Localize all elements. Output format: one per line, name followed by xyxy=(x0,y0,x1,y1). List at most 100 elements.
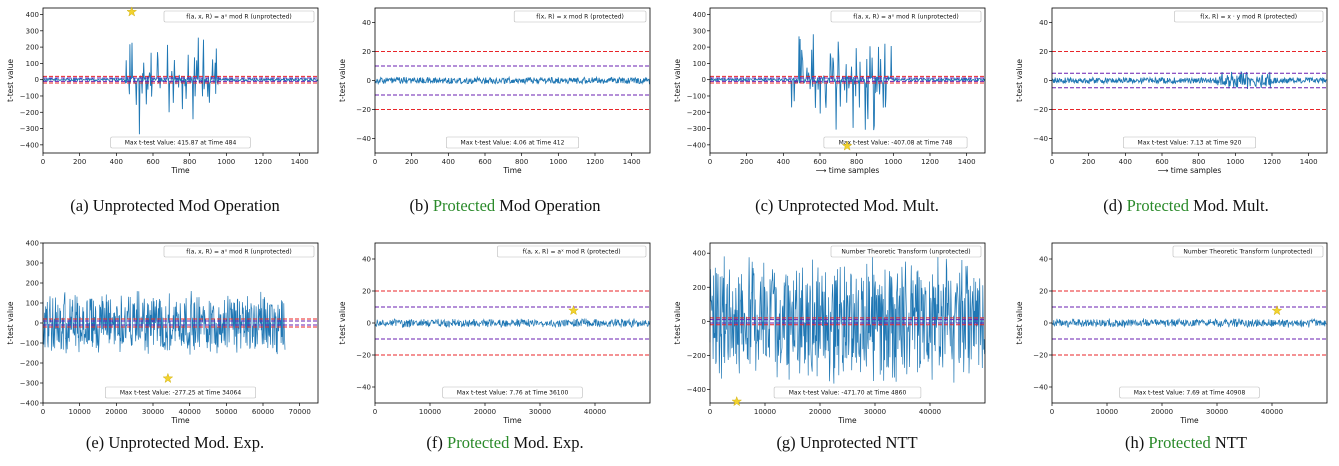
x-tick-label: 1400 xyxy=(958,158,976,166)
y-tick-label: 20 xyxy=(362,48,371,56)
x-tick-label: 40000 xyxy=(584,408,606,416)
x-tick-label: 1200 xyxy=(586,158,604,166)
x-tick-label: 30000 xyxy=(529,408,551,416)
x-tick-label: 20000 xyxy=(105,408,127,416)
axes-frame xyxy=(709,242,986,404)
y-axis-label: t-test value xyxy=(1015,301,1024,344)
caption-g: (g) Unprotected NTT xyxy=(776,433,917,453)
legend-text: f(a, x, R) = aˣ mod R (unprotected) xyxy=(853,14,959,21)
caption-b: (b) Protected Mod Operation xyxy=(409,196,600,216)
x-tick-label: 1000 xyxy=(884,158,902,166)
caption-text: Mod. Mult. xyxy=(1193,196,1269,215)
x-tick-label: 30000 xyxy=(864,408,886,416)
legend-box xyxy=(830,10,982,23)
x-tick-label: 200 xyxy=(1082,158,1095,166)
x-tick-label: 1200 xyxy=(254,158,272,166)
x-tick-label: 0 xyxy=(708,408,712,416)
y-tick-label: 400 xyxy=(693,250,706,258)
max-marker-star xyxy=(731,395,743,407)
x-tick-label: 1000 xyxy=(1226,158,1244,166)
y-tick-label: −200 xyxy=(687,352,706,360)
y-tick-label: −400 xyxy=(20,141,39,149)
signal-trace-h xyxy=(1051,317,1328,329)
legend-box xyxy=(163,245,315,258)
x-tick-label: 600 xyxy=(146,158,159,166)
y-tick-label: 100 xyxy=(693,60,706,68)
y-tick-label: −300 xyxy=(687,125,706,133)
x-tick-label: 1400 xyxy=(623,158,641,166)
annotation-text: Max t-test Value: 4.06 at Time 412 xyxy=(461,140,565,147)
caption-protected-word: Protected xyxy=(1148,433,1215,452)
x-tick-label: 800 xyxy=(1192,158,1205,166)
x-tick-label: 800 xyxy=(183,158,196,166)
caption-text: Unprotected Mod Operation xyxy=(92,196,280,215)
max-marker-star xyxy=(126,6,138,17)
annotation-box xyxy=(1119,386,1260,399)
y-axis-label: t-test value xyxy=(338,59,347,102)
x-tick-label: 600 xyxy=(478,158,491,166)
caption-text: Mod. Exp. xyxy=(513,433,584,452)
y-tick-label: −200 xyxy=(20,109,39,117)
y-tick-label: 300 xyxy=(26,260,39,268)
caption-label: (e) xyxy=(85,433,109,452)
x-tick-label: 600 xyxy=(1155,158,1168,166)
annotation-text: Max t-test Value: -407.08 at Time 748 xyxy=(839,140,953,147)
x-tick-label: 20000 xyxy=(809,408,831,416)
x-tick-label: 1400 xyxy=(291,158,309,166)
legend-box xyxy=(1174,10,1324,23)
y-tick-label: −400 xyxy=(687,141,706,149)
caption-h: (h) Protected NTT xyxy=(1125,433,1247,453)
x-tick-label: 0 xyxy=(1050,158,1054,166)
x-tick-label: 600 xyxy=(813,158,826,166)
panel-c: 0 200 400 600 800 1000 1200 1400−400−300−200−10… xyxy=(673,7,986,175)
y-tick-label: −400 xyxy=(20,400,39,408)
x-axis-label: Time xyxy=(502,416,522,425)
caption-c: (c) Unprotected Mod. Mult. xyxy=(755,196,939,216)
x-tick-label: 0 xyxy=(41,158,45,166)
x-axis-label: ⟶ time samples xyxy=(816,166,880,175)
y-tick-label: 0 xyxy=(367,320,371,328)
x-tick-label: 20000 xyxy=(1151,408,1173,416)
panel-e: 0 10000 20000 30000 40000 50000 60000 70000 −400… xyxy=(6,240,319,425)
panel-g: 0 10000 20000 30000 40000 −400 −200 0 200 400 Time… xyxy=(673,242,986,425)
y-tick-label: −40 xyxy=(1033,135,1048,143)
annotation-text: Max t-test Value: 7.76 at Time 36100 xyxy=(457,390,569,397)
x-axis-label: Time xyxy=(837,416,857,425)
x-tick-label: 1200 xyxy=(921,158,939,166)
y-tick-label: 100 xyxy=(26,60,39,68)
x-axis-label: Time xyxy=(1179,416,1199,425)
legend-text: f(a, x, R) = aˣ mod R (unprotected) xyxy=(186,14,292,21)
x-tick-label: 10000 xyxy=(754,408,776,416)
x-tick-label: 800 xyxy=(515,158,528,166)
signal-trace-c xyxy=(709,34,986,131)
axes-frame xyxy=(42,7,319,154)
annotation-box xyxy=(442,386,583,399)
y-axis-label: t-test value xyxy=(673,301,682,344)
caption-protected-word: Protected xyxy=(1126,196,1194,215)
signal-trace-d xyxy=(1051,70,1328,90)
legend-box xyxy=(513,10,647,23)
caption-text: Unprotected Mod. Mult. xyxy=(777,196,939,215)
x-axis-label: Time xyxy=(170,416,190,425)
caption-text: Mod Operation xyxy=(499,196,601,215)
y-tick-label: −400 xyxy=(687,386,706,394)
x-axis-label: Time xyxy=(502,166,522,175)
caption-a: (a) Unprotected Mod Operation xyxy=(70,196,279,216)
y-tick-label: 400 xyxy=(26,11,39,19)
caption-label: (f) xyxy=(426,433,448,452)
signal-trace-b xyxy=(374,75,651,85)
axes-frame xyxy=(709,7,986,154)
y-tick-label: 400 xyxy=(26,240,39,248)
legend-text: Number Theoretic Transform (unprotected) xyxy=(841,249,970,256)
x-tick-label: 40000 xyxy=(179,408,201,416)
annotation-box xyxy=(773,386,922,399)
x-tick-label: 70000 xyxy=(289,408,311,416)
x-axis-label: Time xyxy=(170,166,190,175)
x-tick-label: 30000 xyxy=(1206,408,1228,416)
caption-text: Unprotected Mod. Exp. xyxy=(108,433,265,452)
y-tick-label: 20 xyxy=(1039,48,1048,56)
signal-trace-e xyxy=(42,290,286,355)
y-tick-label: 100 xyxy=(26,300,39,308)
max-marker-star xyxy=(162,372,174,384)
legend-text: f(a, x, R) = aˣ mod R (unprotected) xyxy=(186,249,292,256)
